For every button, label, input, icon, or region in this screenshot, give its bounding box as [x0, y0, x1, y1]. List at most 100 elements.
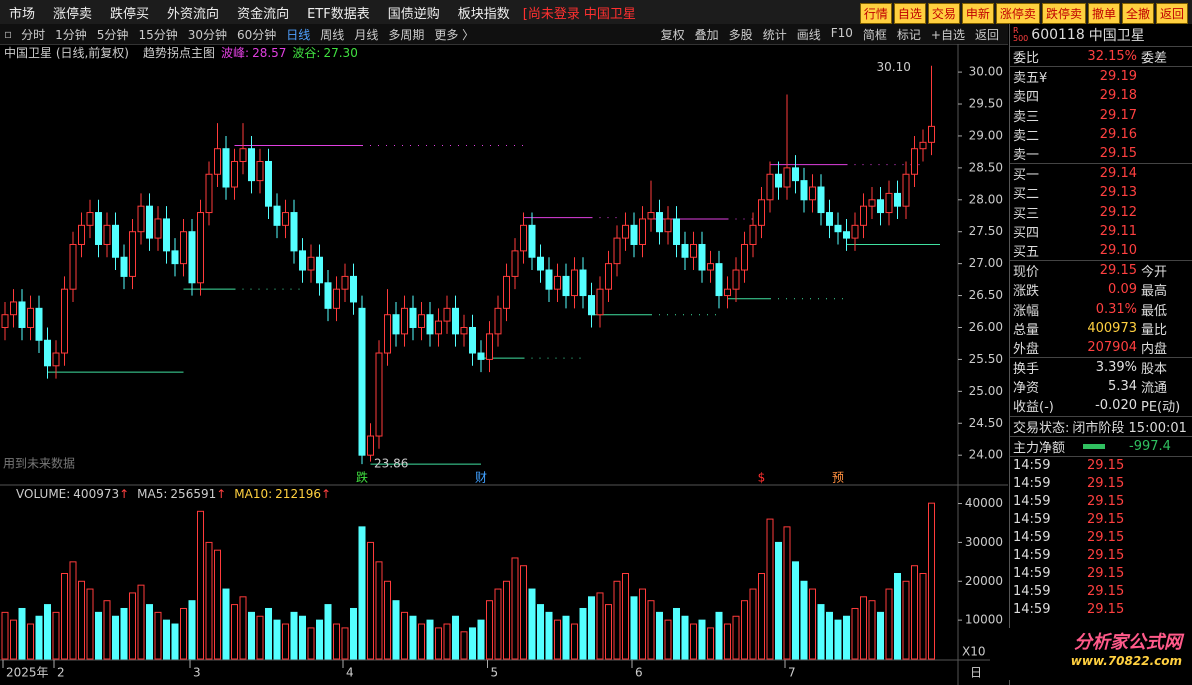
- period-tab[interactable]: 日线: [286, 27, 311, 42]
- tool-button[interactable]: 标记: [896, 28, 921, 42]
- menu-item[interactable]: 涨停卖: [53, 6, 93, 22]
- quote-row: 涨跌 0.09 最高: [1010, 280, 1192, 299]
- volume-bar: [647, 600, 655, 660]
- price-annotation: 23.86: [374, 457, 408, 471]
- tool-button[interactable]: 返回: [974, 28, 999, 42]
- period-tab[interactable]: 更多 〉: [434, 27, 475, 42]
- period-tab[interactable]: 1分钟: [55, 27, 87, 42]
- period-tab[interactable]: 30分钟: [187, 27, 227, 42]
- menu-item[interactable]: 市场: [9, 6, 36, 22]
- row-value: 29.15: [1099, 263, 1137, 279]
- period-tab[interactable]: 多周期: [388, 27, 425, 42]
- candle-body: [571, 269, 578, 297]
- y-tick-label: 26.50: [969, 288, 1003, 302]
- volume-bar: [809, 588, 816, 660]
- row-label: 卖二: [1013, 128, 1040, 144]
- row-value: 207904: [1087, 339, 1137, 355]
- row-label: 卖四: [1013, 90, 1040, 106]
- candle-body: [758, 199, 765, 226]
- volume-bar: [290, 611, 298, 660]
- tool-button[interactable]: 统计: [762, 28, 787, 42]
- menu-item[interactable]: 资金流向: [237, 6, 290, 22]
- volume-bar: [511, 557, 519, 660]
- volume-header: VOLUME: 400973↑ MA5: 256591↑ MA10: 212196↑: [16, 487, 331, 501]
- row-value: 29.10: [1099, 242, 1137, 258]
- candle-body: [588, 295, 595, 316]
- volume-bar: [435, 627, 442, 660]
- menu-button[interactable]: 返回: [1155, 3, 1188, 24]
- candle-body: [885, 192, 893, 214]
- volume-bar: [384, 580, 391, 660]
- quote-row: 买五 29.10: [1010, 241, 1192, 260]
- row-value: 29.17: [1099, 107, 1137, 123]
- tick-row: 14:59 29.15: [1010, 455, 1192, 475]
- volume-bar: [681, 615, 689, 660]
- volume-bar: [826, 611, 833, 660]
- volume-bar: [843, 615, 850, 660]
- period-tab[interactable]: 15分钟: [138, 27, 178, 42]
- volume-bar: [707, 627, 714, 660]
- volume-bar: [766, 518, 774, 660]
- candle-body: [333, 288, 340, 309]
- x-tick-label: 2025年: [6, 666, 49, 680]
- candle-body: [894, 192, 901, 207]
- volume-bar: [894, 573, 901, 660]
- volume-bar: [928, 502, 935, 660]
- volume-bar: [95, 611, 102, 660]
- row-value: 5.34: [1108, 379, 1137, 395]
- menu-item[interactable]: 跌停买: [110, 6, 150, 22]
- menu-button[interactable]: 行情: [859, 3, 892, 24]
- menu-item[interactable]: 板块指数: [457, 6, 510, 22]
- tool-button[interactable]: +自选: [930, 28, 965, 42]
- quote-row: 买四 29.11: [1010, 222, 1192, 241]
- y-tick-label: 24.50: [969, 416, 1003, 430]
- row-label: 外盘: [1013, 341, 1040, 357]
- tool-button[interactable]: 画线: [796, 28, 821, 42]
- volume-bar: [452, 615, 459, 660]
- row-value: 400973: [1087, 320, 1137, 336]
- menu-item[interactable]: ETF数据表: [307, 6, 370, 22]
- row-label: 买三: [1013, 206, 1040, 222]
- menu-button[interactable]: 全撤: [1121, 3, 1154, 24]
- row-label: 委比: [1013, 51, 1040, 67]
- candle-body: [613, 237, 621, 265]
- quote-row: 卖一 29.15: [1010, 144, 1192, 163]
- candle-body: [426, 314, 434, 335]
- menu-item[interactable]: 外资流向: [167, 6, 220, 22]
- period-tab[interactable]: 月线: [354, 27, 379, 42]
- tool-button[interactable]: F10: [830, 26, 853, 40]
- tool-button[interactable]: 简框: [862, 28, 887, 42]
- period-tab[interactable]: 60分钟: [237, 27, 277, 42]
- menu-button[interactable]: 撤单: [1087, 3, 1120, 24]
- tool-button[interactable]: 复权: [660, 28, 685, 42]
- menu-item[interactable]: 国债逆购: [387, 6, 440, 22]
- volume-bar: [596, 592, 604, 660]
- row-label: 现价: [1013, 265, 1040, 281]
- event-marker: 跌: [356, 470, 368, 485]
- tool-button[interactable]: 多股: [728, 28, 753, 42]
- candle-body: [783, 167, 791, 188]
- arrow: ↑: [216, 487, 226, 501]
- candle-body: [911, 148, 918, 175]
- candle-body: [766, 173, 774, 201]
- candle-body: [877, 199, 884, 214]
- candle-body: [460, 326, 468, 335]
- period-tab[interactable]: 周线: [320, 27, 345, 42]
- row-label-2: 流通: [1141, 381, 1168, 397]
- menu-button[interactable]: 申新: [961, 3, 994, 24]
- menu-button[interactable]: 交易: [927, 3, 960, 24]
- candle-body: [749, 224, 757, 245]
- volume-bar: [902, 580, 910, 660]
- candle-body: [52, 352, 60, 367]
- volume-bar: [486, 600, 493, 660]
- menu-button[interactable]: 涨停卖: [995, 3, 1040, 24]
- status-value: 闭市阶段 15:00:01: [1072, 420, 1187, 436]
- menu-button[interactable]: 跌停卖: [1041, 3, 1086, 24]
- menu-button[interactable]: 自选: [893, 3, 926, 24]
- tool-button[interactable]: 叠加: [694, 28, 719, 42]
- quote-row: 现价 29.15 今开: [1010, 260, 1192, 280]
- period-tab[interactable]: 5分钟: [96, 27, 129, 42]
- badge: R 500: [1013, 27, 1028, 43]
- period-tab[interactable]: 分时: [21, 27, 46, 42]
